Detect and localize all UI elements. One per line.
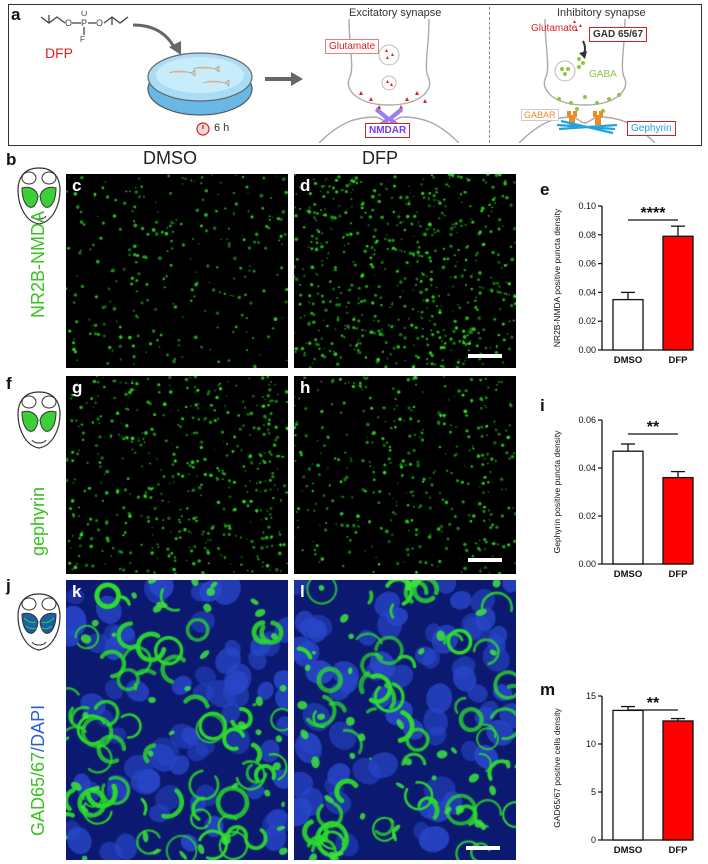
panel-letter-f: f — [6, 374, 12, 393]
row-label-dapi: /DAPI — [28, 704, 48, 752]
x-tick-label: DFP — [669, 569, 689, 580]
micrograph-h: h — [294, 376, 516, 574]
scalebar-h — [468, 558, 502, 562]
bar-dfp — [662, 476, 694, 565]
brain-schematic-icon — [17, 167, 61, 225]
right-arrow-icon — [265, 72, 303, 86]
svg-text:O: O — [81, 11, 87, 18]
dashed-divider — [489, 7, 490, 143]
x-tick-label: DMSO — [614, 355, 643, 366]
y-tick-label: 10 — [586, 739, 596, 749]
dfp-label: DFP — [45, 45, 73, 61]
gad-label: GAD 65/67 — [589, 27, 648, 42]
panel-letter-d: d — [300, 176, 311, 195]
panel-letter-k: k — [72, 582, 82, 601]
y-axis-label: Gephyrin positive puncta density — [552, 430, 562, 554]
bar-dmso — [612, 298, 644, 351]
row-label-gad-dapi: GAD65/67/DAPI — [28, 705, 49, 836]
dfp-structure-icon: O P O O — [40, 11, 129, 35]
nmdar-label: NMDAR — [365, 123, 411, 138]
panel-letter-j: j — [6, 576, 11, 595]
column-header-dfp: DFP — [362, 148, 398, 168]
row-label-gad: GAD65/67 — [28, 751, 48, 836]
row-label-nr2b: NR2B-NMDA — [28, 210, 48, 318]
row-label-gephyrin: gephyrin — [28, 486, 48, 556]
bar-dfp — [662, 235, 694, 351]
y-tick-label: 0.00 — [578, 559, 596, 569]
cells-canvas-l — [294, 580, 516, 860]
y-tick-label: 0.02 — [578, 316, 596, 326]
bar-chart-e: NR2B-NMDA positive puncta density 0.00 0.0… — [552, 201, 694, 366]
micrograph-c: c — [66, 174, 288, 368]
svg-text:P: P — [81, 18, 87, 28]
panel-letter-a: a — [11, 5, 21, 24]
y-axis-label: GAD65/67 positive cells density — [552, 707, 562, 827]
y-axis-label: NR2B-NMDA positive puncta density — [552, 208, 562, 347]
panel-letter-i: i — [540, 396, 545, 415]
column-header-dmso: DMSO — [143, 148, 197, 168]
micrograph-d: d — [294, 174, 516, 368]
svg-text:O: O — [65, 18, 72, 28]
dfp-f-label: F — [80, 35, 85, 44]
puncta-canvas-d — [294, 174, 516, 368]
panel-letter-l: l — [300, 582, 305, 601]
puncta-canvas-g — [66, 376, 288, 574]
scalebar-d — [468, 354, 502, 358]
gephyrin-label: Gephyrin — [627, 121, 676, 136]
micrograph-g: g — [66, 376, 288, 574]
y-tick-label: 0.06 — [578, 415, 596, 425]
svg-text:O: O — [96, 18, 103, 28]
puncta-canvas-c — [66, 174, 288, 368]
inhibitory-title: Inhibitory synapse — [557, 7, 646, 19]
y-tick-label: 15 — [586, 691, 596, 701]
petri-dish-icon — [147, 52, 253, 116]
panel-letter-b: b — [6, 150, 17, 169]
gaba-label: GABA — [589, 69, 617, 80]
bar-dmso — [612, 450, 644, 565]
glutamate-exc-label: Glutamate — [325, 39, 380, 54]
curved-arrow-icon — [132, 23, 181, 55]
bar-chart-i: Gephyrin positive puncta density 0.00 0.02… — [552, 415, 694, 580]
gabar-label: GABAR — [521, 109, 559, 121]
y-tick-label: 0.06 — [578, 259, 596, 269]
x-tick-label: DMSO — [614, 569, 643, 580]
excitatory-title: Excitatory synapse — [349, 7, 442, 19]
brain-schematic-icon — [17, 593, 61, 651]
y-tick-label: 0 — [591, 835, 596, 845]
y-tick-label: 0.04 — [578, 463, 596, 473]
micrograph-l: l — [294, 580, 516, 860]
y-tick-label: 0.08 — [578, 230, 596, 240]
puncta-canvas-h — [294, 376, 516, 574]
cells-canvas-k — [66, 580, 288, 860]
x-tick-label: DFP — [669, 355, 689, 366]
y-tick-label: 0.04 — [578, 287, 596, 297]
significance-label: **** — [641, 205, 667, 222]
glutamate-inh-label: Glutamate — [531, 23, 578, 34]
y-tick-label: 5 — [591, 787, 596, 797]
panel-letter-g: g — [72, 378, 83, 397]
scalebar-l — [466, 846, 500, 850]
panel-a: a O P O O F DFP 6 h Excitatory — [8, 4, 702, 146]
significance-label: ** — [647, 419, 660, 436]
panel-letter-m: m — [540, 680, 556, 699]
panel-letter-e: e — [540, 180, 550, 199]
panel-letter-h: h — [300, 378, 311, 397]
timer-icon — [196, 122, 210, 136]
significance-label: ** — [647, 695, 660, 712]
x-tick-label: DFP — [669, 845, 689, 856]
x-tick-label: DMSO — [614, 845, 643, 856]
panel-letter-c: c — [72, 176, 82, 195]
brain-schematic-icon — [17, 391, 61, 449]
y-tick-label: 0.00 — [578, 345, 596, 355]
duration-label: 6 h — [214, 122, 230, 134]
bar-dmso — [612, 709, 644, 841]
y-tick-label: 0.02 — [578, 511, 596, 521]
inhibitory-synapse-diagram — [519, 19, 656, 143]
bar-dfp — [662, 720, 694, 841]
bar-chart-m: GAD65/67 positive cells density 0 5 10 15 DMS… — [552, 691, 694, 856]
micrograph-k: k — [66, 580, 288, 860]
y-tick-label: 0.10 — [578, 201, 596, 211]
